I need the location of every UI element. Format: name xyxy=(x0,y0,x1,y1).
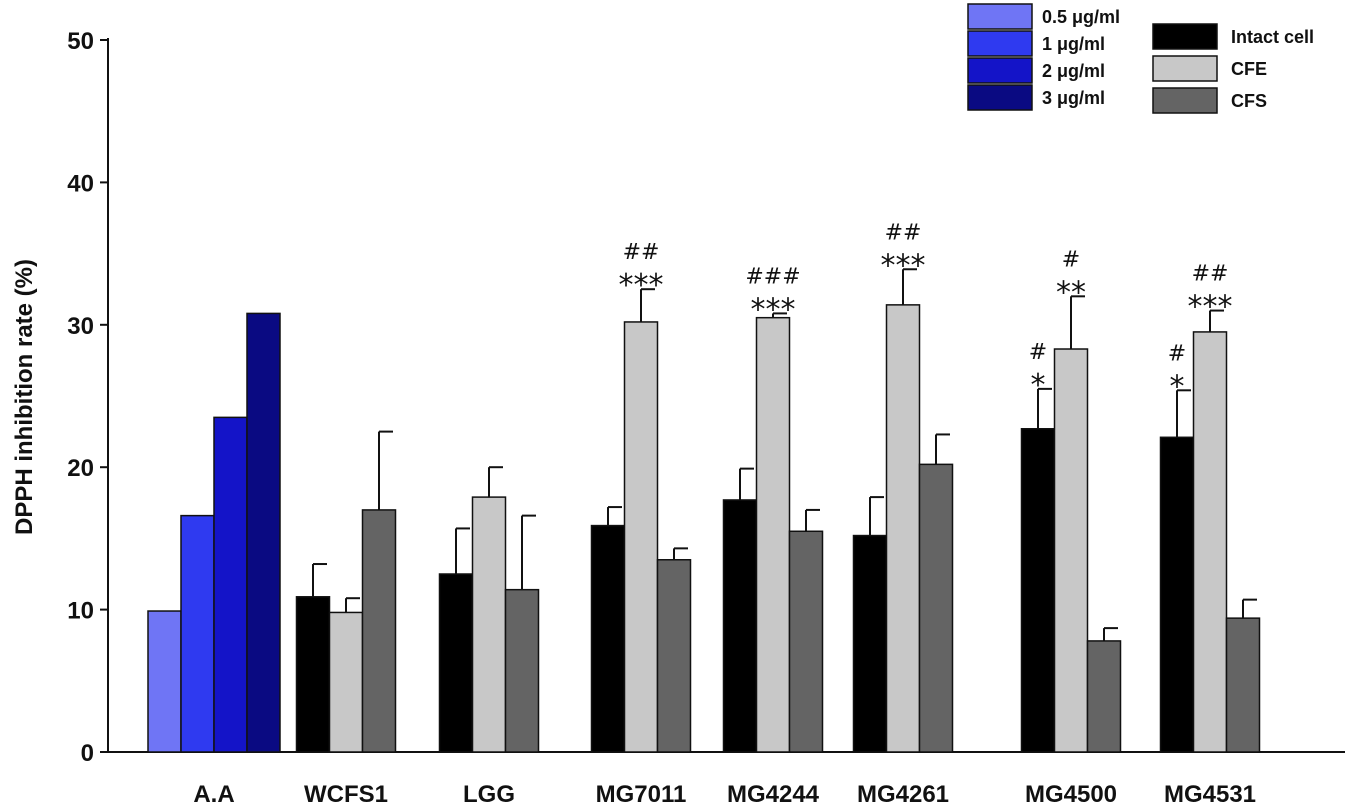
significance-hashes: # xyxy=(1168,341,1186,366)
bar xyxy=(887,305,920,752)
x-category-label: MG7011 xyxy=(596,781,687,808)
bar-aa-1 xyxy=(148,611,181,752)
significance-stars: *** xyxy=(1188,290,1233,325)
significance-stars: *** xyxy=(881,248,926,283)
bar xyxy=(854,536,887,752)
y-axis-title: DPPH inhibition rate (%) xyxy=(11,259,38,535)
legend-label-series: CFE xyxy=(1231,59,1267,79)
y-tick-label: 30 xyxy=(67,313,94,340)
legend-label-aa: 3 μg/ml xyxy=(1042,88,1105,108)
x-category-label: MG4261 xyxy=(857,781,949,808)
bar xyxy=(724,500,757,752)
significance-hashes: # xyxy=(1029,340,1047,365)
bar xyxy=(297,597,330,752)
legend-swatch-series xyxy=(1153,88,1217,113)
significance-hashes: ## xyxy=(623,240,660,265)
y-tick-label: 50 xyxy=(67,28,94,55)
x-category-label: WCFS1 xyxy=(304,781,388,808)
significance-stars: * xyxy=(1031,368,1046,403)
legend-swatch-series xyxy=(1153,24,1217,49)
significance-hashes: ## xyxy=(1192,262,1229,287)
significance-hashes: # xyxy=(1062,247,1080,272)
y-tick-label: 0 xyxy=(81,740,94,767)
x-category-label: LGG xyxy=(463,781,515,808)
bar xyxy=(1088,641,1121,752)
legend-swatch-aa xyxy=(968,4,1032,29)
legend: 0.5 μg/ml 1 μg/ml 2 μg/ml 3 μg/ml Intact cel… xyxy=(968,4,1314,113)
bar xyxy=(625,322,658,752)
significance-stars: ** xyxy=(1056,275,1086,310)
legend-swatch-aa xyxy=(968,85,1032,110)
significance-stars: *** xyxy=(619,268,664,303)
significance-stars: * xyxy=(1170,369,1185,404)
bar-aa-2 xyxy=(181,516,214,752)
x-category-label: MG4244 xyxy=(727,781,820,808)
bar xyxy=(1227,618,1260,752)
legend-swatch-aa xyxy=(968,31,1032,56)
bar xyxy=(440,574,473,752)
x-category-label: MG4531 xyxy=(1164,781,1256,808)
bar xyxy=(790,531,823,752)
significance-hashes: ## xyxy=(885,220,922,245)
y-tick-label: 20 xyxy=(67,455,94,482)
bar xyxy=(1055,349,1088,752)
bar xyxy=(1194,332,1227,752)
bar xyxy=(1022,429,1055,752)
legend-label-series: CFS xyxy=(1231,91,1267,111)
legend-label-series: Intact cell xyxy=(1231,27,1314,47)
bar xyxy=(757,318,790,752)
bar-aa-3 xyxy=(214,417,247,752)
legend-swatch-series xyxy=(1153,56,1217,81)
bar xyxy=(506,590,539,752)
y-tick-label: 40 xyxy=(67,170,94,197)
bar xyxy=(473,497,506,752)
bar xyxy=(330,612,363,752)
bar xyxy=(658,560,691,752)
bars xyxy=(148,305,1260,752)
significance-annotations: ***##***### ***##*#**#*#***## xyxy=(619,220,1233,404)
y-tick-label: 10 xyxy=(67,598,94,625)
bar xyxy=(592,526,625,752)
legend-label-aa: 1 μg/ml xyxy=(1042,34,1105,54)
x-category-label: A.A xyxy=(193,781,234,808)
bar xyxy=(1161,437,1194,752)
bar xyxy=(920,464,953,752)
bar-aa-4 xyxy=(247,313,280,752)
significance-stars: *** xyxy=(751,292,796,327)
x-category-label: MG4500 xyxy=(1025,781,1117,808)
legend-swatch-aa xyxy=(968,58,1032,83)
bar xyxy=(363,510,396,752)
dpph-bar-chart: 0 10 20 30 40 50 A.A WCFS1 LGG MG7011 MG4244 MG4261… xyxy=(0,0,1350,808)
legend-label-aa: 2 μg/ml xyxy=(1042,61,1105,81)
significance-hashes: ### xyxy=(745,264,800,289)
legend-label-aa: 0.5 μg/ml xyxy=(1042,7,1120,27)
